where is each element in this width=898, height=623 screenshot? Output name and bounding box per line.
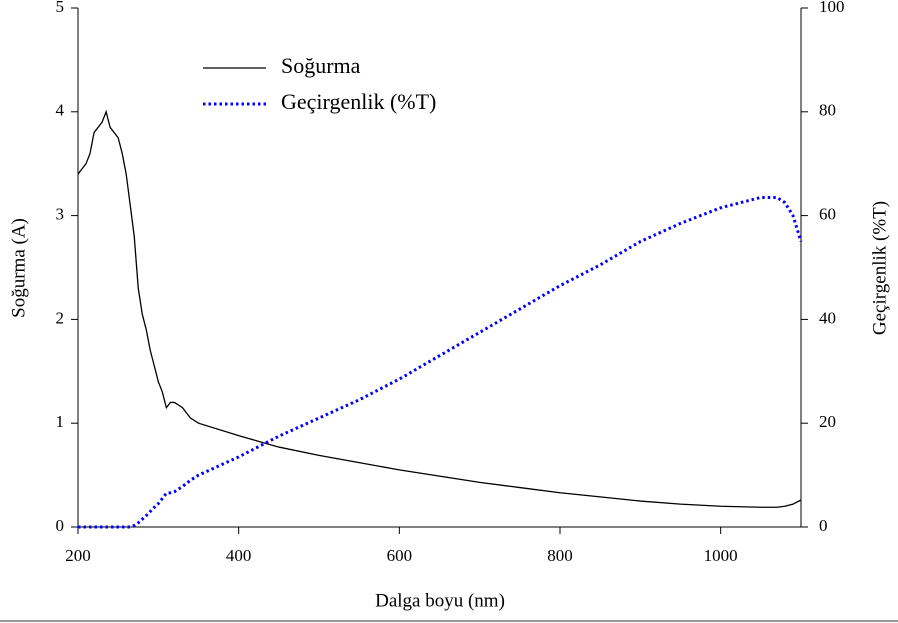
y2-tick-label: 100 bbox=[819, 0, 845, 16]
y2-tick-label: 0 bbox=[819, 516, 828, 535]
x-tick-label: 400 bbox=[226, 546, 252, 565]
y2-tick-label: 60 bbox=[819, 205, 836, 224]
y-axis-label: Soğurma (A) bbox=[8, 218, 29, 318]
legend-label: Geçirgenlik (%T) bbox=[281, 89, 436, 114]
x-tick-label: 600 bbox=[387, 546, 413, 565]
y-tick-label: 2 bbox=[56, 308, 65, 327]
series-line bbox=[78, 195, 803, 529]
y-tick-label: 1 bbox=[56, 412, 65, 431]
y-tick-label: 3 bbox=[56, 205, 65, 224]
x-tick-label: 200 bbox=[65, 546, 91, 565]
x-tick-label: 800 bbox=[547, 546, 573, 565]
y-tick-label: 0 bbox=[56, 516, 65, 535]
series-line bbox=[77, 109, 802, 508]
y2-tick-label: 20 bbox=[819, 412, 836, 431]
legend-label: Soğurma bbox=[281, 53, 361, 78]
y2-tick-label: 80 bbox=[819, 101, 836, 120]
y2-axis-label: Geçirgenlik (%T) bbox=[869, 201, 890, 335]
y-tick-label: 5 bbox=[56, 0, 65, 16]
x-axis-label: Dalga boyu (nm) bbox=[375, 590, 505, 611]
x-tick-label: 1000 bbox=[704, 546, 738, 565]
y2-tick-label: 40 bbox=[819, 308, 836, 327]
y-tick-label: 4 bbox=[56, 101, 65, 120]
